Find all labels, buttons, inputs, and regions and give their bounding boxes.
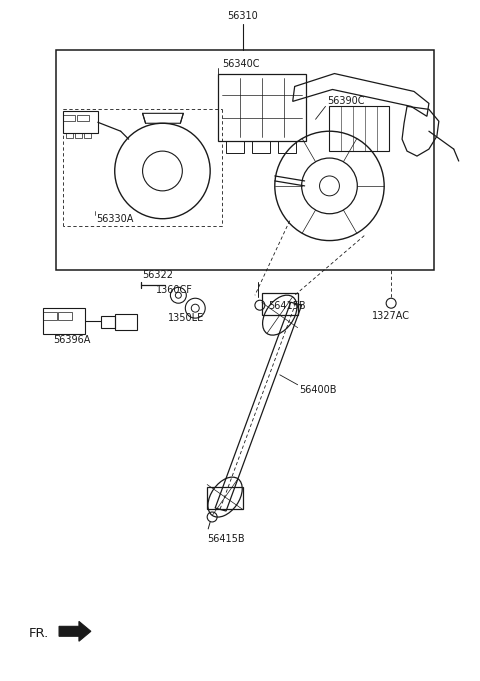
Text: 1360CF: 1360CF [156,285,192,296]
Bar [56,50,434,270]
Text: 56330A: 56330A [96,214,133,224]
Text: 1327AC: 1327AC [372,311,410,321]
Bar [252,141,270,153]
Bar [101,316,115,328]
Polygon shape [59,621,91,642]
Bar [43,308,85,334]
Bar [262,294,298,315]
Text: 56322: 56322 [143,270,174,281]
Text: 56415B: 56415B [207,534,245,544]
Bar [63,115,75,121]
Text: 56340C: 56340C [222,59,260,69]
Text: FR.: FR. [29,627,49,639]
Bar [77,115,89,121]
Text: 1350LE: 1350LE [168,313,204,323]
Bar [66,133,73,138]
Bar [226,141,244,153]
Bar [329,106,389,151]
Bar [84,133,91,138]
Bar [207,487,243,509]
Text: 56400B: 56400B [300,385,337,395]
Bar [43,312,57,320]
Bar [58,312,72,320]
Text: 56390C: 56390C [327,97,365,106]
Bar [115,314,137,330]
Text: 56415B: 56415B [268,301,305,311]
Bar [278,141,296,153]
Bar [218,74,306,141]
Text: 56310: 56310 [228,11,258,21]
Text: 56396A: 56396A [53,335,90,345]
Bar [75,133,82,138]
Bar [63,111,98,133]
